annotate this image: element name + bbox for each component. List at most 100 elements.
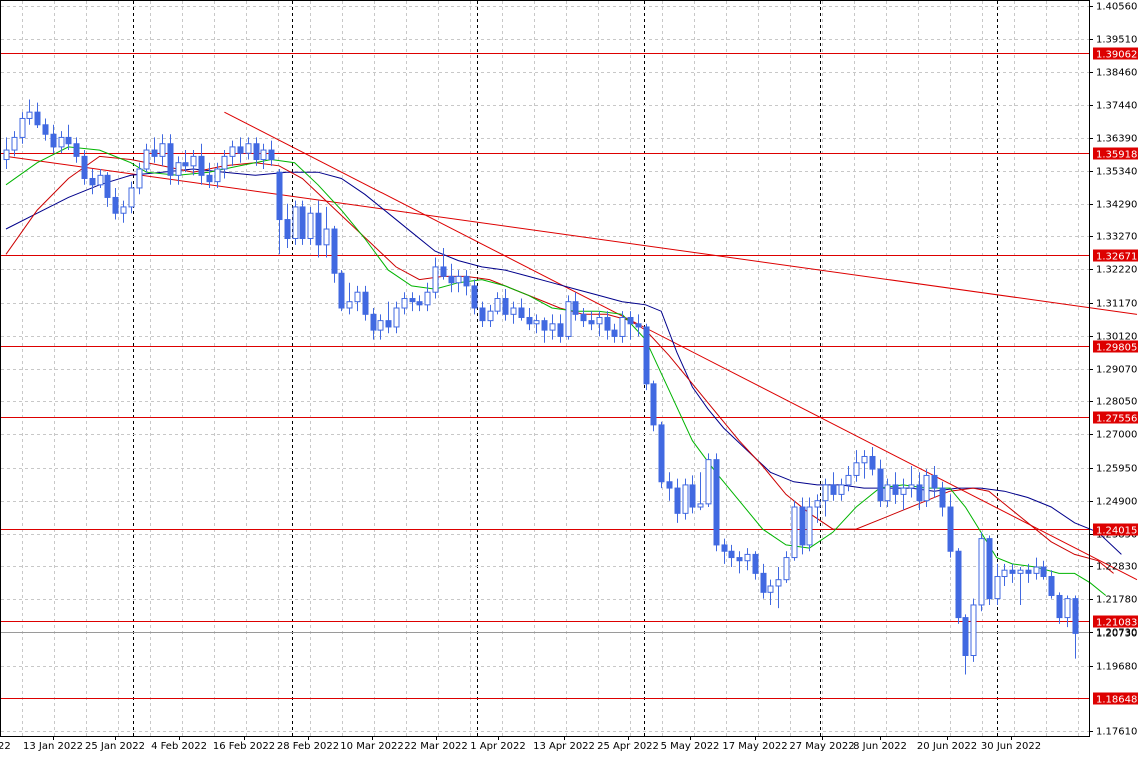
candle-body-bear <box>721 544 728 552</box>
candle <box>572 292 579 321</box>
candle-body-bear <box>42 124 49 135</box>
candle-body-bear <box>448 275 455 284</box>
candle-body-bear <box>182 162 189 167</box>
candle <box>1001 563 1008 586</box>
candle <box>877 459 884 508</box>
x-tick-label: 30 Jun 2022 <box>981 741 1041 752</box>
candle <box>377 314 384 340</box>
candle-body-bull <box>682 484 689 514</box>
candle <box>627 311 634 340</box>
candle <box>760 563 767 599</box>
candle-body-bear <box>650 383 657 426</box>
y-tick-label: 1.19680 <box>1096 662 1137 673</box>
candle <box>253 137 260 166</box>
x-tick-label: 8 Jun 2022 <box>853 741 907 752</box>
candle-body-bull <box>97 174 104 186</box>
candle <box>1017 567 1024 605</box>
price-level-label: 1.29805 <box>1096 343 1137 354</box>
candle <box>728 544 735 568</box>
candle-body-bull <box>884 484 891 502</box>
candle-body-bull <box>120 206 127 214</box>
y-tick-label: 1.17610 <box>1096 727 1137 738</box>
candle-body-bull <box>190 155 197 167</box>
candle <box>73 137 80 163</box>
candle <box>502 289 509 321</box>
candle-body-bull <box>377 320 384 331</box>
candle <box>385 301 392 334</box>
candle-body-bull <box>861 455 868 464</box>
candle-body-bull <box>323 228 330 246</box>
candle <box>549 314 556 340</box>
x-tick-label: 4 Feb 2022 <box>151 741 207 752</box>
candle <box>354 285 361 312</box>
candle <box>34 102 41 128</box>
candle-body-bull <box>1033 566 1040 574</box>
candle-body-bull <box>1017 569 1024 574</box>
candle-body-bull <box>26 111 33 119</box>
candle <box>580 308 587 327</box>
candle-body-bull <box>596 316 603 325</box>
price-level-box <box>1093 692 1138 705</box>
price-level-box <box>1093 147 1138 160</box>
candle-body-bear <box>674 487 681 514</box>
candle <box>315 200 322 258</box>
candle <box>432 257 439 299</box>
price-level-label: 1.39062 <box>1096 50 1137 61</box>
candle-body-bear <box>50 133 57 148</box>
candle <box>120 200 127 223</box>
candle <box>89 169 96 195</box>
candle <box>245 137 252 160</box>
candle <box>159 134 166 166</box>
candle <box>783 551 790 583</box>
candle-body-bear <box>268 149 275 161</box>
y-tick-label: 1.37440 <box>1096 101 1137 112</box>
candle-body-bear <box>370 313 377 331</box>
candle <box>853 450 860 482</box>
candle-body-bear <box>1040 566 1047 578</box>
y-tick-label: 1.29070 <box>1096 365 1137 376</box>
candle <box>892 472 899 504</box>
candle <box>479 301 486 327</box>
x-tick-label: 20 Jun 2022 <box>917 741 977 752</box>
price-level-label: 1.24015 <box>1096 526 1137 537</box>
candle <box>721 538 728 564</box>
y-tick-label: 1.34290 <box>1096 200 1137 211</box>
candle <box>229 140 236 166</box>
candle-body-bull <box>767 585 774 593</box>
candle <box>221 150 228 179</box>
candle-body-bull <box>744 553 751 562</box>
y-tick-label: 1.21780 <box>1096 595 1137 606</box>
y-tick-label: 1.36390 <box>1096 134 1137 145</box>
candle <box>845 465 852 492</box>
candle <box>19 112 26 144</box>
candle <box>182 150 189 173</box>
candle-body-bull <box>307 212 314 240</box>
candle-body-bear <box>916 484 923 502</box>
candle-body-bull <box>260 149 267 161</box>
candle-body-bull <box>923 474 930 502</box>
candle <box>861 450 868 479</box>
candle-body-bear <box>728 550 735 559</box>
candle <box>643 323 650 391</box>
candle-body-bear <box>830 484 837 495</box>
candle-body-bear <box>557 323 564 337</box>
candle <box>1025 563 1032 583</box>
candle <box>1056 592 1063 624</box>
candle-body-bear <box>799 506 806 546</box>
candle <box>104 172 111 207</box>
candle-body-bear <box>541 320 548 331</box>
candle <box>705 453 712 508</box>
candle-body-bear <box>81 155 88 179</box>
candle <box>401 292 408 315</box>
candle-body-bull <box>978 538 985 606</box>
price-level-label: 1.18648 <box>1096 695 1137 706</box>
candle-body-bear <box>237 146 244 154</box>
candle <box>338 270 345 312</box>
candle-body-bull <box>908 484 915 489</box>
candle <box>900 478 907 511</box>
x-tick-label: 25 Apr 2022 <box>597 741 659 752</box>
candle <box>604 311 611 340</box>
candle-body-bull <box>705 459 712 505</box>
candle <box>136 162 143 195</box>
